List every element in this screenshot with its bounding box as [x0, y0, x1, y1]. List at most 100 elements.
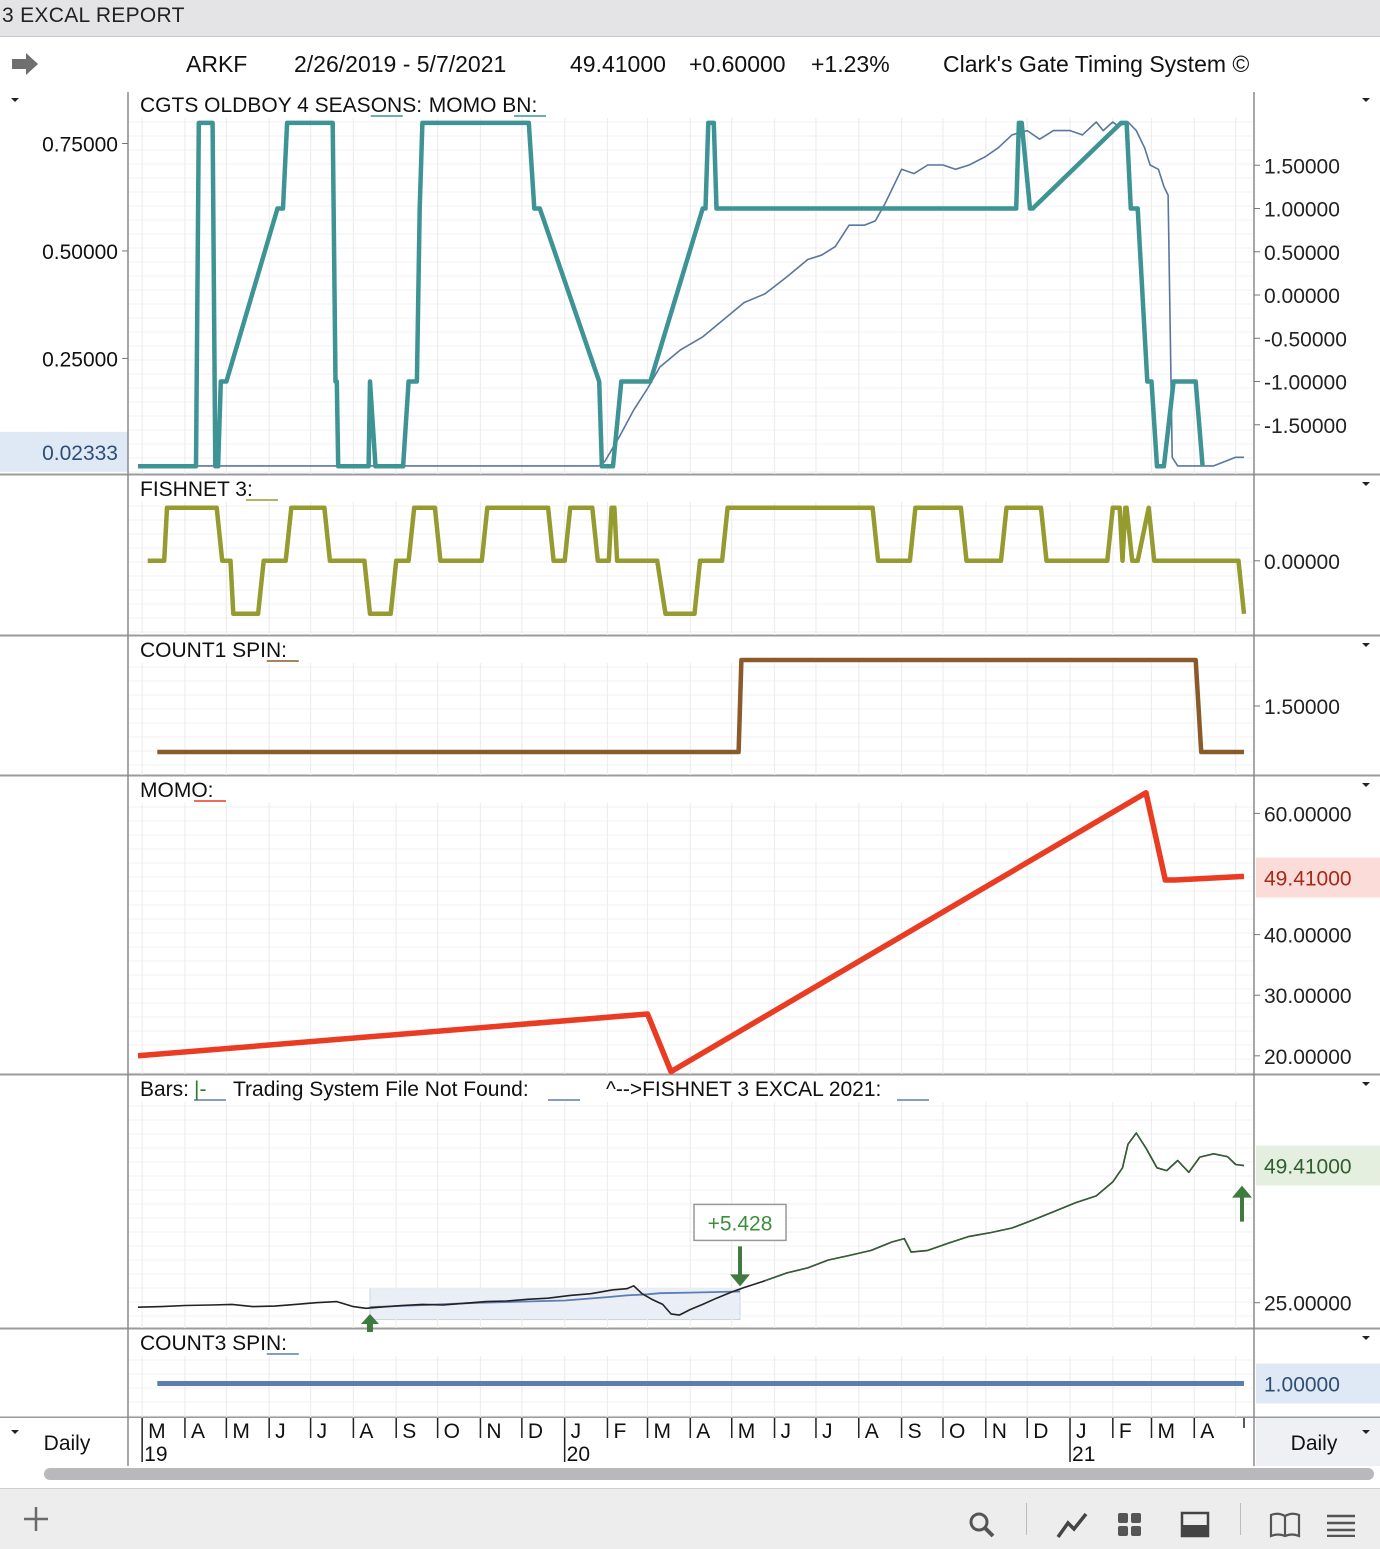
momo-bn-line: [138, 121, 1244, 467]
x-axis: Daily Daily M A M J J A S O N D J F M A M J J A S O N D J F M A 19 20…: [0, 1418, 1380, 1466]
month-label: F: [1119, 1420, 1132, 1443]
menu-icon[interactable]: [1326, 1513, 1356, 1542]
month-label: A: [359, 1420, 373, 1443]
chart-line-icon[interactable]: [1056, 1511, 1088, 1544]
window-title-bar: 3 EXCAL REPORT: [0, 0, 1380, 37]
cgts-left-tick: 0.25000: [42, 348, 118, 371]
price-line-accent: [764, 1132, 1245, 1282]
count1-tick: 1.50000: [1264, 696, 1340, 719]
month-label: J: [1076, 1420, 1087, 1443]
last-value-badge: [1256, 1363, 1380, 1404]
date-range-label: 2/26/2019 - 5/7/2021: [294, 51, 507, 77]
panel-menu-icon: [1362, 783, 1370, 787]
momo-tick: 20.00000: [1264, 1046, 1352, 1069]
fishnet-tick: 0.00000: [1264, 551, 1340, 574]
period-left-label: Daily: [44, 1432, 91, 1455]
panel-menu-icon: [1362, 482, 1370, 486]
grid-icon[interactable]: [1116, 1511, 1144, 1544]
plot-panel: [128, 1076, 1254, 1328]
trade-line: [369, 1290, 741, 1309]
count3-label: COUNT3 SPIN:: [140, 1332, 287, 1355]
month-label: M: [148, 1420, 166, 1443]
month-label: N: [486, 1420, 501, 1443]
momo-tick: 60.00000: [1264, 803, 1352, 826]
plot-panel: [128, 777, 1254, 1074]
cgts-right-tick: 1.00000: [1264, 199, 1340, 222]
book-icon[interactable]: [1268, 1511, 1302, 1544]
bars-style-label: |-: [194, 1078, 206, 1101]
month-label: M: [232, 1420, 250, 1443]
window-title: 3 EXCAL REPORT: [2, 4, 185, 27]
cgts-last-value: 0.02333: [42, 442, 118, 465]
year-label: 20: [567, 1443, 590, 1466]
period-right-label: Daily: [1291, 1432, 1338, 1455]
month-label: M: [738, 1420, 756, 1443]
month-label: J: [822, 1420, 833, 1443]
cgts-right-tick: 1.50000: [1264, 155, 1340, 178]
count1-line: [157, 657, 1244, 755]
system-name-label: Clark's Gate Timing System ©: [943, 51, 1250, 77]
quote-info-bar: ARKF 2/26/2019 - 5/7/2021 49.41000 +0.60…: [0, 37, 1380, 92]
cgts-label: CGTS OLDBOY 4 SEASONS:: [140, 94, 422, 117]
month-label: M: [1157, 1420, 1175, 1443]
chart-area[interactable]: CGTS OLDBOY 4 SEASONS: MOMO BN: 1.50000 1.0…: [0, 92, 1380, 1419]
panel-menu-icon: [1362, 643, 1370, 647]
month-label: N: [992, 1420, 1007, 1443]
cgts-left-tick: 0.50000: [42, 241, 118, 264]
momo-last-value: 49.41000: [1264, 868, 1352, 891]
panel-menu-icon: [1362, 1336, 1370, 1340]
count1-label: COUNT1 SPIN:: [140, 639, 287, 662]
month-label: J: [571, 1420, 582, 1443]
buy-arrow-icon: [1232, 1185, 1252, 1222]
panel-menu-icon: [1362, 98, 1370, 102]
momo-label: MOMO:: [140, 779, 214, 802]
cgts-left-tick: 0.75000: [42, 133, 118, 156]
oldboy-seasons-line: [138, 120, 1205, 469]
fishnet-label: FISHNET 3:: [140, 478, 253, 501]
sell-arrow-icon: [730, 1246, 751, 1287]
fishnet-line: [147, 505, 1247, 617]
bars-tick: 25.00000: [1264, 1293, 1352, 1316]
bars-label: Bars:: [140, 1078, 189, 1101]
change-percent-label: +1.23%: [811, 51, 890, 77]
period-menu-icon: [1362, 1430, 1370, 1434]
month-label: O: [444, 1420, 460, 1443]
month-label: O: [949, 1420, 965, 1443]
bars-label: Trading System File Not Found:: [233, 1078, 529, 1101]
profit-annotation: +5.428: [708, 1212, 773, 1235]
count3-last-value: 1.00000: [1264, 1374, 1340, 1397]
search-icon[interactable]: [968, 1511, 996, 1544]
plus-icon[interactable]: [22, 1505, 50, 1538]
cgts-label: MOMO BN:: [429, 94, 538, 117]
month-label: S: [402, 1420, 416, 1443]
cgts-right-tick: -0.50000: [1264, 328, 1347, 351]
period-menu-icon: [11, 1430, 19, 1434]
last-value-badge: [1256, 1145, 1380, 1186]
profit-annotation-box: [693, 1203, 787, 1242]
horizontal-scrollbar[interactable]: [44, 1468, 1374, 1480]
plot-panel: [128, 92, 1254, 474]
period-right-bg: [1256, 1418, 1380, 1466]
cgts-right-tick: 0.00000: [1264, 285, 1340, 308]
buy-arrow-icon: [360, 1313, 379, 1332]
arrow-right-icon[interactable]: [10, 51, 40, 82]
month-label: A: [696, 1420, 710, 1443]
panel-icon[interactable]: [1180, 1511, 1210, 1544]
year-label: 19: [144, 1443, 167, 1466]
panel-menu-icon: [1362, 1082, 1370, 1086]
panel-menu-icon: [11, 98, 19, 102]
month-label: A: [865, 1420, 879, 1443]
last-value-badge: [0, 431, 128, 472]
cgts-right-tick: 0.50000: [1264, 242, 1340, 265]
month-label: D: [528, 1420, 543, 1443]
year-label: 21: [1072, 1443, 1095, 1466]
month-label: J: [317, 1420, 328, 1443]
change-label: +0.60000: [689, 51, 786, 77]
bars-label: ^-->FISHNET 3 EXCAL 2021:: [606, 1078, 881, 1101]
plot-panel: [128, 637, 1254, 775]
bottom-toolbar: [0, 1488, 1380, 1549]
bars-last-value: 49.41000: [1264, 1156, 1352, 1179]
month-label: A: [191, 1420, 205, 1443]
chart-svg[interactable]: CGTS OLDBOY 4 SEASONS: MOMO BN: 1.50000 1.0…: [0, 92, 1380, 1419]
last-price-label: 49.41000: [570, 51, 666, 77]
